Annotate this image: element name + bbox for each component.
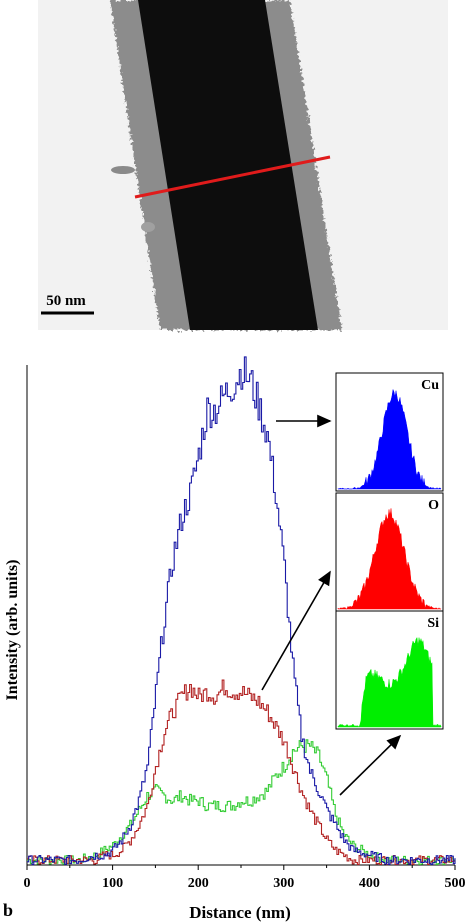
inset-profile-o [337, 508, 442, 610]
x-axis-label: Distance (nm) [189, 903, 291, 922]
series-line-cu [27, 356, 456, 866]
curves [27, 356, 456, 866]
x-tick-label: 400 [359, 876, 380, 891]
x-tick-label: 200 [188, 876, 209, 891]
panel-b-label: b [3, 900, 13, 920]
axes: 0 100 200 300 400 500 [24, 365, 466, 891]
inset-label-o: O [428, 498, 439, 513]
pointer-arrow [339, 734, 402, 796]
nanowire-core [138, 0, 318, 330]
x-tick-label: 300 [273, 876, 294, 891]
inset-label-si: Si [427, 616, 439, 631]
particle [111, 166, 135, 174]
x-tick-label: 500 [445, 876, 466, 891]
particle [141, 222, 155, 232]
series-line-o [27, 679, 456, 866]
scale-bar-label: 50 nm [46, 293, 86, 309]
series-line-si [27, 739, 456, 865]
eds-line-profile-chart: 0 100 200 300 400 500 Cu O Si b Intensity (arb.… [3, 356, 466, 922]
y-axis-label: Intensity (arb. units) [4, 560, 21, 701]
inset-profile-cu [337, 388, 442, 490]
x-tick-label: 100 [102, 876, 123, 891]
inset-label-cu: Cu [421, 378, 439, 393]
pointer-arrow [261, 570, 331, 691]
tem-micrograph: 50 nm a [38, 0, 448, 330]
insets: Cu O Si [261, 372, 444, 796]
line-scan-marker [134, 155, 331, 199]
inset-profile-si [337, 636, 442, 728]
x-tick-label: 0 [24, 876, 31, 891]
